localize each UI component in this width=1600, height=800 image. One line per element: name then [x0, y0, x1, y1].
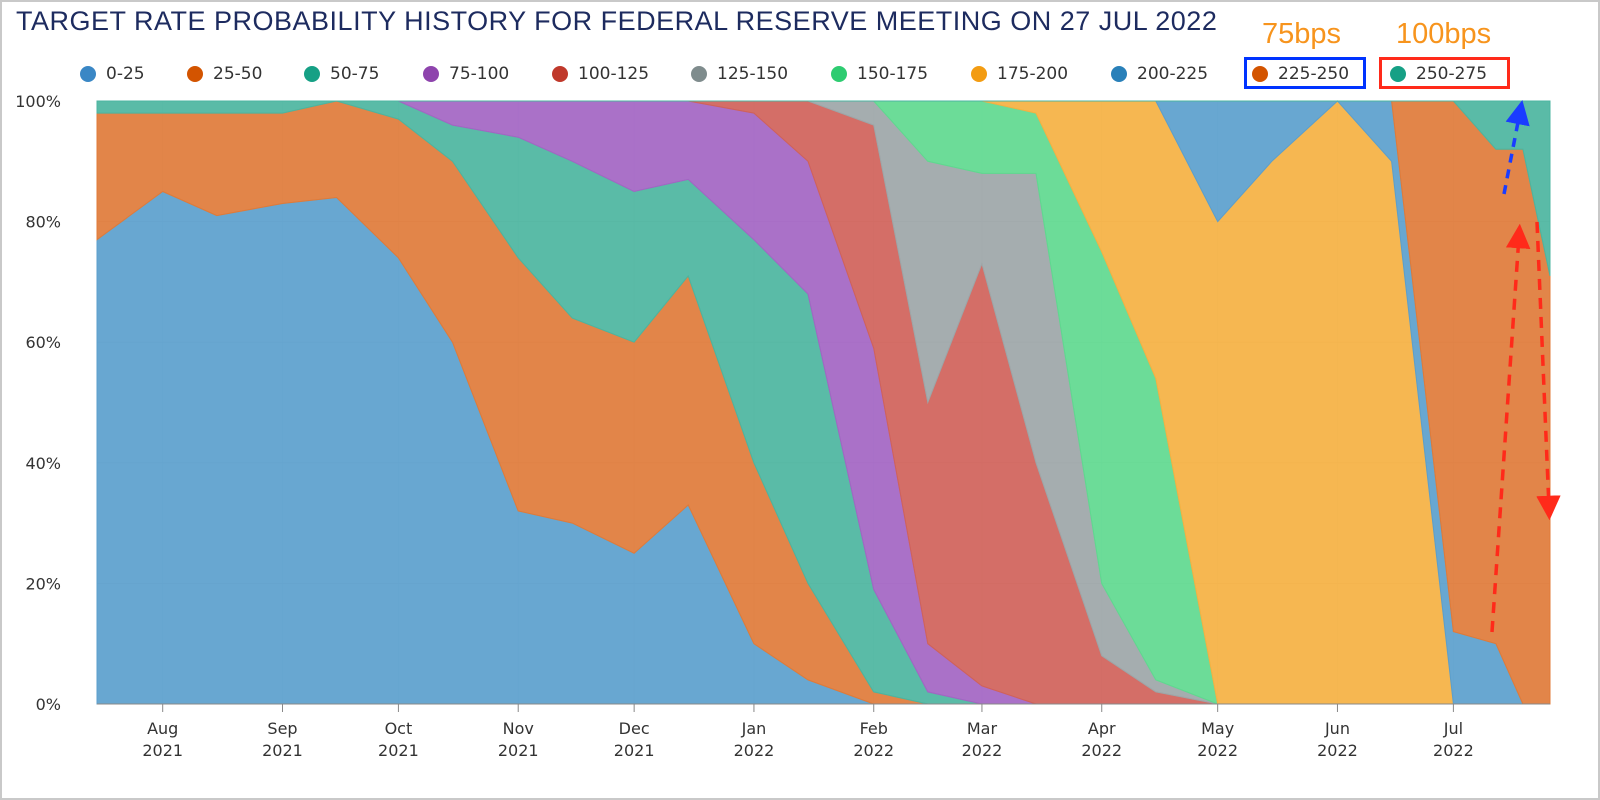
legend-item-25-50[interactable]: 25-50: [187, 58, 262, 90]
x-tick-month: Oct: [385, 719, 413, 738]
x-tick-year: 2022: [962, 741, 1003, 760]
x-tick-month: Dec: [619, 719, 650, 738]
x-tick-year: 2022: [1317, 741, 1358, 760]
annotation-75bps: 75bps: [1262, 18, 1342, 50]
legend-label: 250-275: [1416, 64, 1488, 84]
x-tick-year: 2021: [378, 741, 419, 760]
chart-title: TARGET RATE PROBABILITY HISTORY FOR FEDE…: [16, 6, 1218, 36]
x-tick-year: 2022: [1081, 741, 1122, 760]
y-tick-label: 100%: [15, 92, 61, 111]
legend-label: 175-200: [997, 64, 1069, 84]
legend-label: 25-50: [213, 64, 263, 84]
legend-highlight-75bps: [1244, 57, 1366, 89]
x-tick-year: 2021: [142, 741, 183, 760]
legend-swatch: [423, 66, 439, 82]
legend-label: 75-100: [449, 64, 510, 84]
x-tick-month: Jan: [741, 719, 767, 738]
legend-item-250-275[interactable]: 250-275: [1390, 58, 1487, 90]
legend-swatch: [552, 66, 568, 82]
legend-item-50-75[interactable]: 50-75: [304, 58, 379, 90]
legend-item-150-175[interactable]: 150-175: [831, 58, 928, 90]
legend-item-225-250[interactable]: 225-250: [1252, 58, 1349, 90]
x-tick-year: 2021: [498, 741, 539, 760]
arrow-100bps-up: [1490, 223, 1531, 633]
legend-item-75-100[interactable]: 75-100: [423, 58, 509, 90]
x-tick-month: Apr: [1088, 719, 1116, 738]
legend-label: 50-75: [330, 64, 380, 84]
x-tick-month: Mar: [967, 719, 998, 738]
x-tick-month: Jun: [1324, 719, 1350, 738]
legend-swatch: [831, 66, 847, 82]
y-tick-label: 80%: [25, 213, 61, 232]
area-250-275: [97, 100, 1551, 277]
legend-swatch: [1252, 66, 1268, 82]
x-tick-year: 2021: [262, 741, 303, 760]
arrow-100bps-down: [1535, 221, 1561, 521]
legend-highlight-100bps: [1379, 57, 1510, 89]
legend-swatch: [1111, 66, 1127, 82]
legend-label: 150-175: [857, 64, 929, 84]
x-tick-month: May: [1201, 719, 1234, 738]
legend-swatch: [691, 66, 707, 82]
legend-swatch: [971, 66, 987, 82]
legend-swatch: [187, 66, 203, 82]
chart-legend: 0-25 25-50 50-75 75-100 100-125 125-150 150-17…: [0, 58, 1600, 90]
y-tick-label: 40%: [25, 454, 61, 473]
axes: 0% 20% 40% 60% 80% 100% Aug 2021 Sep 2021 Oct 2021 N…: [15, 92, 1550, 760]
legend-swatch: [80, 66, 96, 82]
x-tick-year: 2021: [614, 741, 655, 760]
legend-swatch: [1390, 66, 1406, 82]
x-tick-month: Sep: [267, 719, 297, 738]
legend-label: 200-225: [1137, 64, 1209, 84]
legend-item-100-125[interactable]: 100-125: [552, 58, 649, 90]
legend-item-0-25[interactable]: 0-25: [80, 58, 145, 90]
y-tick-label: 60%: [25, 333, 61, 352]
area-series: [96, 100, 1551, 705]
y-tick-label: 20%: [25, 574, 61, 593]
annotation-arrows: [1490, 99, 1561, 633]
x-tick-month: Jul: [1443, 719, 1463, 738]
legend-swatch: [304, 66, 320, 82]
legend-label: 0-25: [106, 64, 145, 84]
x-tick-month: Aug: [147, 719, 178, 738]
legend-item-125-150[interactable]: 125-150: [691, 58, 788, 90]
legend-item-175-200[interactable]: 175-200: [971, 58, 1068, 90]
x-tick-month: Nov: [503, 719, 534, 738]
arrow-75bps-up: [1502, 99, 1530, 195]
x-tick-year: 2022: [853, 741, 894, 760]
x-tick-month: Feb: [860, 719, 888, 738]
x-tick-year: 2022: [1197, 741, 1238, 760]
y-tick-label: 0%: [36, 695, 61, 714]
x-tick-year: 2022: [1433, 741, 1474, 760]
legend-label: 100-125: [578, 64, 650, 84]
annotation-100bps: 100bps: [1396, 18, 1492, 50]
legend-label: 225-250: [1278, 64, 1350, 84]
legend-item-200-225[interactable]: 200-225: [1111, 58, 1208, 90]
legend-label: 125-150: [717, 64, 789, 84]
x-tick-year: 2022: [734, 741, 775, 760]
